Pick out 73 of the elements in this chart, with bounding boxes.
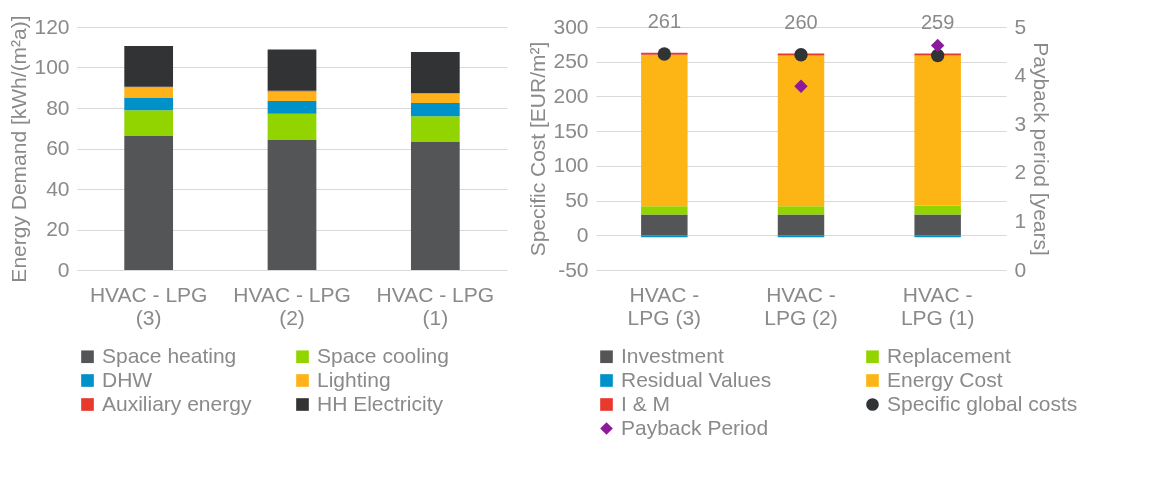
bar xyxy=(267,113,317,140)
x-tick-label: HVAC - LPG (2) xyxy=(764,282,838,329)
bar xyxy=(777,206,825,215)
legend-label: Space cooling xyxy=(317,343,449,367)
y-axis-title: Specific Cost [EUR/m²] xyxy=(526,41,550,257)
data-label: 260 xyxy=(784,10,818,33)
legend-label: Energy Cost xyxy=(887,367,1003,391)
y-tick-label: 60 xyxy=(46,136,70,159)
bar xyxy=(410,102,460,117)
y-tick-label: 300 xyxy=(553,14,589,38)
bar xyxy=(641,54,688,207)
bar xyxy=(914,214,961,236)
legend-label: Auxiliary energy xyxy=(102,391,252,415)
legend-label: Lighting xyxy=(317,367,391,391)
bar xyxy=(410,93,460,103)
y-tick-label: -50 xyxy=(558,257,589,281)
legend-label: DHW xyxy=(102,367,153,391)
legend-label: Residual Values xyxy=(621,367,772,391)
y-tick-label: 50 xyxy=(565,188,589,212)
bar xyxy=(410,51,460,94)
y2-tick-label: 0 xyxy=(1014,257,1027,281)
bar xyxy=(124,110,174,136)
y-tick-label: 80 xyxy=(46,95,70,119)
bar xyxy=(641,235,688,238)
bar xyxy=(914,205,961,215)
legend-label: Investment xyxy=(621,343,724,367)
y2-tick-label: 3 xyxy=(1014,111,1027,135)
data-label: 259 xyxy=(920,11,955,34)
data-label: 261 xyxy=(647,10,682,33)
bar xyxy=(267,91,317,101)
bar xyxy=(777,214,825,236)
bar xyxy=(124,46,174,87)
legend-label: I & M xyxy=(621,391,671,415)
y-tick-label: 150 xyxy=(553,118,589,142)
bar xyxy=(777,55,825,207)
bar xyxy=(914,235,961,238)
bar xyxy=(267,139,317,270)
legend-label: Payback Period xyxy=(621,415,769,439)
legend-label: Replacement xyxy=(887,343,1011,367)
x-tick-label: HVAC - LPG (1) xyxy=(900,282,975,329)
x-tick-label: HVAC - LPG (3) xyxy=(627,282,702,329)
y-tick-label: 0 xyxy=(57,257,70,281)
bar xyxy=(777,235,825,238)
bar xyxy=(124,87,174,98)
y-tick-label: 100 xyxy=(34,55,70,78)
x-tick-label: HVAC - LPG (1) xyxy=(376,282,495,329)
y2-tick-label: 1 xyxy=(1014,208,1027,232)
y-tick-label: 0 xyxy=(576,222,589,246)
bar xyxy=(641,214,688,236)
y2-axis-title: Payback period [years] xyxy=(1030,42,1054,256)
bar xyxy=(410,116,460,142)
legend-label: Specific global costs xyxy=(887,391,1078,415)
y-tick-label: 120 xyxy=(34,14,70,38)
y-tick-label: 40 xyxy=(46,176,70,200)
y-tick-label: 20 xyxy=(46,217,70,240)
bar xyxy=(267,49,317,91)
x-tick-label: HVAC - LPG (2) xyxy=(233,282,351,329)
y-tick-label: 100 xyxy=(553,153,589,177)
y2-tick-label: 5 xyxy=(1014,14,1027,38)
y-tick-label: 200 xyxy=(553,83,589,107)
y-axis-title: Energy Demand [kWh/(m²a)] xyxy=(7,15,31,283)
bar xyxy=(267,100,317,114)
bar xyxy=(410,141,460,270)
y-tick-label: 250 xyxy=(553,49,589,73)
bar xyxy=(124,135,174,270)
bar xyxy=(914,55,961,206)
x-tick-label: HVAC - LPG (3) xyxy=(89,282,208,329)
legend-label: Space heating xyxy=(102,343,237,367)
legend-label: HH Electricity xyxy=(317,391,444,415)
y2-tick-label: 2 xyxy=(1014,160,1027,184)
bar xyxy=(124,97,174,111)
bar xyxy=(641,206,688,215)
y2-tick-label: 4 xyxy=(1014,63,1027,87)
